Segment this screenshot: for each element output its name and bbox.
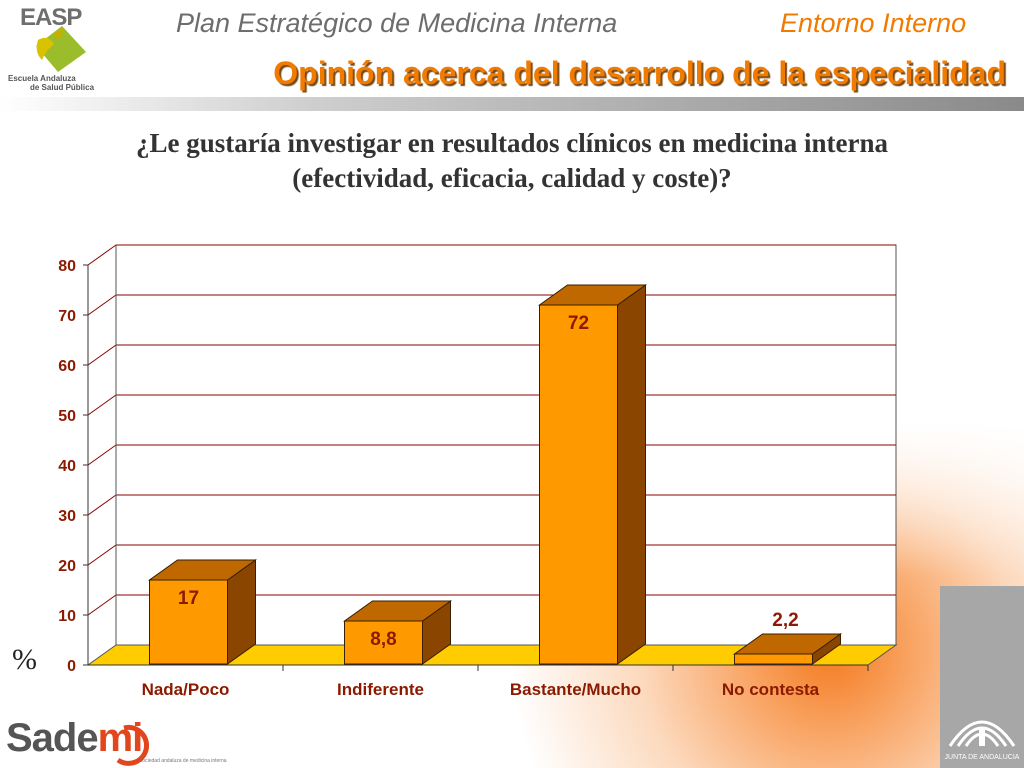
bar [344, 620, 423, 665]
gridline-side [87, 544, 117, 566]
bar-group: 72 [537, 284, 648, 665]
sademi-name-suffix: mi [97, 716, 144, 760]
sademi-name-prefix: Sade [6, 716, 99, 760]
bar-group: 17 [147, 559, 258, 665]
survey-question: ¿Le gustaría investigar en resultados cl… [0, 126, 1024, 196]
header-divider [0, 97, 1024, 111]
bar-side [617, 284, 646, 665]
x-category-label: Nada/Poco [142, 680, 230, 699]
plan-title: Plan Estratégico de Medicina Interna [176, 8, 618, 38]
x-category-label: Indiferente [337, 680, 424, 699]
bar-group: 8,8 [342, 600, 453, 665]
y-tick-label: 60 [58, 358, 76, 375]
data-label: 2,2 [772, 610, 798, 631]
slide-subtitle: Opinión acerca del desarrollo de la espe… [273, 55, 1006, 91]
y-tick-label: 0 [67, 658, 76, 675]
percent-unit-label: % [12, 643, 37, 676]
sademi-tagline: Sociedad andaluza de medicina interna [139, 758, 227, 764]
gridline-side [87, 344, 117, 366]
y-tick-label: 20 [58, 558, 76, 575]
y-tick-label: 30 [58, 508, 76, 525]
bar-group: 2,2 [732, 610, 843, 665]
data-label: 17 [178, 588, 199, 609]
sademi-name: Sademi [6, 716, 144, 761]
easp-name-line2: de Salud Pública [30, 83, 95, 92]
question-line-1: ¿Le gustaría investigar en resultados cl… [136, 128, 888, 158]
gridline-side [87, 494, 117, 516]
junta-arch-icon [948, 720, 1016, 747]
gridline-side [87, 244, 117, 266]
easp-emblem-icon [36, 26, 86, 72]
y-tick-label: 50 [58, 408, 76, 425]
bar [734, 653, 813, 665]
x-category-label: Bastante/Mucho [510, 680, 641, 699]
junta-logo: JUNTA DE ANDALUCIA [940, 586, 1024, 768]
sademi-logo: Sademi Sociedad andaluza de medicina int… [6, 712, 246, 768]
junta-name: JUNTA DE ANDALUCIA [944, 754, 1020, 761]
gridline-side [87, 394, 117, 416]
y-tick-label: 70 [58, 308, 76, 325]
easp-logo: EASP Escuela Andaluza de Salud Pública [6, 4, 106, 94]
easp-name-line1: Escuela Andaluza [8, 74, 76, 83]
easp-abbr: EASP [20, 4, 82, 31]
question-line-2: (efectividad, eficacia, calidad y coste)… [292, 163, 732, 193]
sademi-ring-icon [116, 724, 149, 766]
bar [149, 579, 228, 665]
data-label: 8,8 [370, 629, 396, 650]
gridline-side [87, 444, 117, 466]
data-label: 72 [568, 313, 589, 334]
section-title: Entorno Interno [780, 8, 967, 38]
gridline-side [87, 294, 117, 316]
y-tick-label: 80 [58, 258, 76, 275]
y-tick-label: 10 [58, 608, 76, 625]
bar [539, 304, 618, 665]
y-tick-label: 40 [58, 458, 76, 475]
x-category-label: No contesta [722, 680, 820, 699]
gridline-side [87, 594, 117, 616]
